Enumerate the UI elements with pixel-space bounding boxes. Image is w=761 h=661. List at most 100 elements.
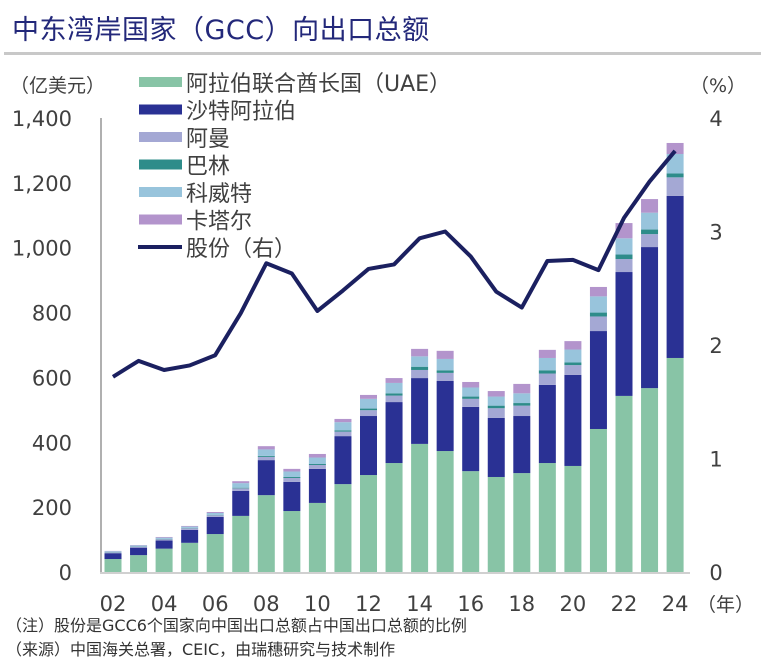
right-tick-label: 4 xyxy=(709,107,722,131)
left-tick-label: 800 xyxy=(32,302,72,326)
bar-segment-16-5 xyxy=(462,381,480,388)
legend-label: 阿拉伯联合酋长国（UAE） xyxy=(186,72,451,97)
bar-segment-23-3 xyxy=(641,229,659,235)
bar-segment-21-4 xyxy=(589,296,607,313)
bar-segment-04-0 xyxy=(155,548,173,572)
left-tick-label: 200 xyxy=(32,496,72,520)
title-divider xyxy=(4,52,761,55)
footnote-note: （注）股份是GCC6个国家向中国出口总额占中国出口总额的比例 xyxy=(6,616,467,635)
bar-segment-16-3 xyxy=(462,396,480,399)
bar-segment-09-2 xyxy=(283,477,301,482)
bar-segment-08-4 xyxy=(257,449,275,456)
bar-segment-09-0 xyxy=(283,511,301,572)
bar-segment-14-5 xyxy=(411,348,429,357)
legend-swatch-5 xyxy=(139,214,182,225)
bar-segment-10-3 xyxy=(308,464,326,465)
bar-segment-07-1 xyxy=(232,490,250,516)
bar-segment-09-5 xyxy=(283,468,301,472)
legend-label: 巴林 xyxy=(186,155,230,180)
bar-segment-05-4 xyxy=(181,526,199,528)
bar-segment-15-3 xyxy=(436,370,454,373)
x-axis-unit: （年） xyxy=(697,594,754,616)
right-tick-label: 3 xyxy=(709,221,722,245)
bar-segment-22-4 xyxy=(615,238,633,255)
x-tick-label: 16 xyxy=(457,592,484,616)
legend-swatch-4 xyxy=(139,187,182,197)
bar-segment-22-1 xyxy=(615,272,633,396)
legend-label: 股份（右） xyxy=(186,237,296,262)
bar-segment-22-2 xyxy=(615,259,633,273)
bar-segment-20-0 xyxy=(564,465,582,572)
bar-segment-09-1 xyxy=(283,481,301,512)
bar-segment-18-5 xyxy=(513,383,531,394)
bar-segment-12-0 xyxy=(360,475,377,572)
bar-segment-24-0 xyxy=(666,357,684,572)
bar-segment-06-1 xyxy=(206,516,224,535)
right-tick-label: 1 xyxy=(709,448,722,472)
bar-segment-11-1 xyxy=(334,436,352,485)
footnote-source: （来源）中国海关总署，CEIC，由瑞穗研究与技术制作 xyxy=(6,640,396,659)
bar-segment-23-0 xyxy=(641,388,659,572)
bar-segment-17-4 xyxy=(487,396,505,406)
bar-segment-21-0 xyxy=(589,428,607,572)
bar-segment-20-1 xyxy=(564,374,582,466)
chart-title: 中东湾岸国家（GCC）向出口总额 xyxy=(12,15,430,46)
bar-segment-14-0 xyxy=(411,443,429,572)
x-tick-label: 20 xyxy=(560,592,587,616)
bar-segment-19-2 xyxy=(538,373,556,385)
bar-segment-10-2 xyxy=(308,464,326,469)
bar-segment-07-2 xyxy=(232,488,250,491)
bar-segment-18-3 xyxy=(513,403,531,406)
bar-segment-12-1 xyxy=(360,416,377,476)
bar-segment-14-4 xyxy=(411,356,429,367)
left-tick-label: 400 xyxy=(32,431,72,455)
bar-segment-19-3 xyxy=(538,370,556,374)
x-tick-label: 14 xyxy=(406,592,433,616)
bar-segment-14-2 xyxy=(411,369,429,379)
bar-segment-08-3 xyxy=(257,455,275,457)
bar-segment-05-5 xyxy=(181,525,199,527)
x-tick-label: 04 xyxy=(151,592,178,616)
x-tick-label: 24 xyxy=(662,592,689,616)
bar-segment-21-5 xyxy=(589,286,607,297)
legend-swatch-3 xyxy=(139,159,182,170)
bar-segment-18-0 xyxy=(513,473,531,572)
x-tick-label: 02 xyxy=(100,592,127,616)
bar-segment-11-4 xyxy=(334,422,352,431)
bar-segment-13-0 xyxy=(385,463,403,572)
bar-segment-02-1 xyxy=(104,553,122,560)
bar-segment-16-4 xyxy=(462,387,480,397)
bar-segment-21-3 xyxy=(589,312,607,317)
bar-segment-15-0 xyxy=(436,451,454,572)
bar-segment-22-3 xyxy=(615,254,633,260)
bar-segment-13-3 xyxy=(385,393,403,396)
bar-segment-02-2 xyxy=(104,552,122,554)
left-tick-label: 0 xyxy=(59,561,72,585)
legend-swatch-1 xyxy=(139,104,182,115)
bar-segment-15-2 xyxy=(436,372,454,381)
bar-segment-13-5 xyxy=(385,378,403,383)
bar-segment-18-4 xyxy=(513,393,531,404)
x-tick-label: 08 xyxy=(253,592,280,616)
bar-segment-02-0 xyxy=(104,559,122,572)
bar-segment-18-2 xyxy=(513,405,531,417)
bar-segment-11-5 xyxy=(334,418,352,423)
bar-segment-06-2 xyxy=(206,515,224,517)
bar-segment-23-5 xyxy=(641,199,659,213)
right-axis-unit: （%） xyxy=(690,75,746,97)
legend-swatch-0 xyxy=(139,77,182,87)
bar-segment-05-2 xyxy=(181,528,199,530)
bar-segment-02-4 xyxy=(104,551,122,553)
bar-segment-10-4 xyxy=(308,457,326,465)
bar-segment-12-5 xyxy=(360,394,377,399)
bar-segment-03-1 xyxy=(130,547,148,556)
bar-segment-13-4 xyxy=(385,382,403,394)
bar-segment-17-0 xyxy=(487,476,505,572)
bar-segment-19-1 xyxy=(538,384,556,464)
legend-label: 沙特阿拉伯 xyxy=(186,100,296,125)
bar-segment-07-5 xyxy=(232,481,250,484)
bar-segment-12-3 xyxy=(360,408,377,411)
bar-segment-05-1 xyxy=(181,529,199,543)
bar-segment-04-1 xyxy=(155,540,173,549)
